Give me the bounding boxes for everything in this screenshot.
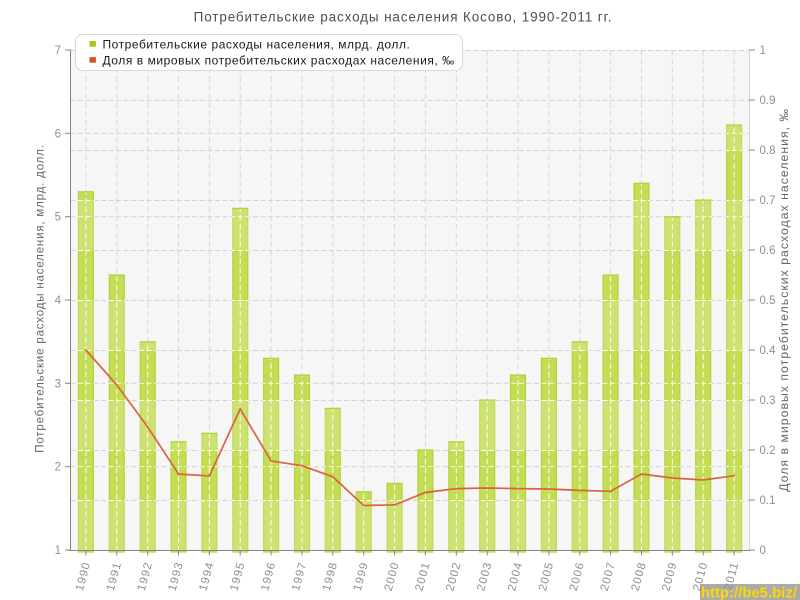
svg-text:4: 4 xyxy=(55,295,62,307)
svg-text:1: 1 xyxy=(55,545,61,557)
svg-text:Потребительские расходы населе: Потребительские расходы населения, млрд.… xyxy=(35,144,47,453)
svg-text:2002: 2002 xyxy=(444,561,463,593)
svg-text:1994: 1994 xyxy=(198,561,217,593)
svg-text:6: 6 xyxy=(55,128,61,140)
svg-text:1993: 1993 xyxy=(167,561,186,593)
svg-text:0.5: 0.5 xyxy=(760,295,776,307)
svg-text:1998: 1998 xyxy=(321,561,340,593)
svg-text:2007: 2007 xyxy=(599,561,618,593)
svg-text:0.9: 0.9 xyxy=(760,95,776,107)
svg-text:1996: 1996 xyxy=(259,561,278,593)
svg-text:0.2: 0.2 xyxy=(760,445,776,457)
svg-text:0.7: 0.7 xyxy=(760,195,776,207)
svg-text:1: 1 xyxy=(760,45,766,57)
svg-text:1992: 1992 xyxy=(136,561,155,593)
svg-text:7: 7 xyxy=(55,45,61,57)
svg-text:1995: 1995 xyxy=(228,561,247,593)
svg-text:2000: 2000 xyxy=(383,561,402,593)
svg-text:2008: 2008 xyxy=(630,561,649,593)
svg-text:1999: 1999 xyxy=(352,561,371,593)
svg-text:2004: 2004 xyxy=(506,561,525,593)
svg-text:2005: 2005 xyxy=(537,561,556,593)
svg-text:2006: 2006 xyxy=(568,561,587,593)
svg-text:1990: 1990 xyxy=(74,561,93,593)
svg-text:0.4: 0.4 xyxy=(760,345,777,357)
svg-text:Доля в мировых потребительских: Доля в мировых потребительских расходах … xyxy=(777,108,791,492)
svg-text:2001: 2001 xyxy=(414,561,433,593)
svg-text:Доля в мировых потребительских: Доля в мировых потребительских расходах … xyxy=(103,54,455,68)
svg-text:http://be5.biz/: http://be5.biz/ xyxy=(701,586,797,600)
svg-text:5: 5 xyxy=(55,212,61,224)
svg-text:2003: 2003 xyxy=(475,561,494,593)
svg-text:0.8: 0.8 xyxy=(760,145,776,157)
svg-text:Потребительские расходы населе: Потребительские расходы населения, млрд.… xyxy=(103,38,411,52)
svg-text:0: 0 xyxy=(760,545,766,557)
svg-text:1991: 1991 xyxy=(105,561,124,593)
svg-text:0.1: 0.1 xyxy=(760,495,776,507)
svg-text:2: 2 xyxy=(55,462,61,474)
svg-text:0.3: 0.3 xyxy=(760,395,776,407)
svg-text:3: 3 xyxy=(55,378,61,390)
svg-text:2009: 2009 xyxy=(660,561,679,593)
svg-text:Потребительские расходы населе: Потребительские расходы населения Косово… xyxy=(194,10,613,25)
svg-text:0.6: 0.6 xyxy=(760,245,776,257)
svg-text:1997: 1997 xyxy=(290,561,309,593)
